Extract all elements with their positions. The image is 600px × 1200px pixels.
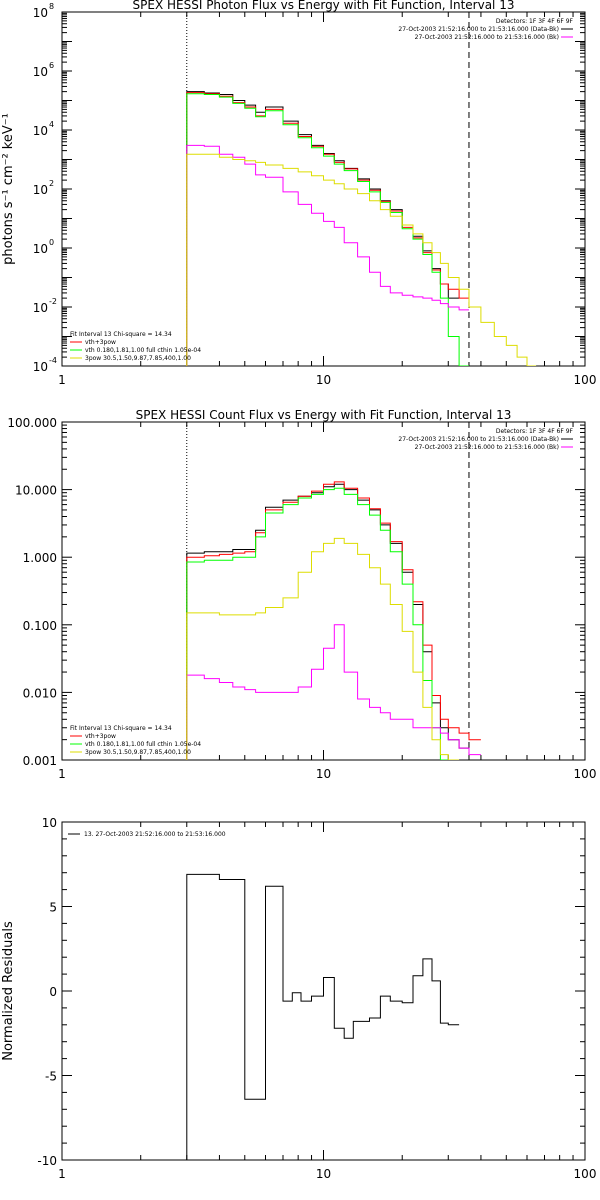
y-tick-label: 10 — [33, 6, 48, 20]
x-tick-label: 1 — [58, 1167, 66, 1181]
y-tick-label: 100.000 — [7, 416, 57, 430]
legend-data-interval: 27-Oct-2003 21:52:16.000 to 21:53:16.000… — [398, 26, 559, 33]
plot-frame — [61, 421, 586, 761]
y-tick-exponent: -2 — [49, 297, 57, 306]
series-line-1 — [186, 483, 481, 760]
legend-item-2: vth 0.180,1.81,1.00 full cthin 1.05e-04 — [85, 741, 201, 748]
y-tick-label: 5 — [49, 901, 57, 915]
legend-item-2: vth 0.180,1.81,1.00 full cthin 1.05e-04 — [85, 347, 201, 354]
legend-item-1: vth+3pow — [85, 733, 116, 740]
x-tick-label: 1 — [58, 373, 66, 387]
legend-fit-header: Fit Interval 13 Chi-square = 14.34 — [70, 331, 172, 338]
legend-detectors: Detectors: 1F 3F 4F 6F 9F — [496, 428, 574, 435]
y-tick-label: -5 — [45, 1070, 57, 1084]
y-tick-label: 10 — [33, 360, 48, 374]
y-tick-label: 0 — [49, 985, 57, 999]
y-tick-exponent: -4 — [49, 356, 57, 365]
x-tick-label: 100 — [574, 767, 597, 781]
series-line-5 — [186, 537, 460, 760]
chart-panel-2: SPEX HESSI Count Flux vs Energy with Fit… — [7, 408, 596, 781]
y-tick-label: 10 — [33, 301, 48, 315]
y-tick-exponent: 2 — [49, 179, 54, 188]
chart-panel-3: 1 10 100 -10 -5 0 5 10 Normalized Residuals 13. 2… — [1, 816, 596, 1181]
legend-fit-header: Fit Interval 13 Chi-square = 14.34 — [70, 725, 172, 732]
series-line-5 — [186, 153, 537, 366]
chart-panel-1: SPEX HESSI Photon Flux vs Energy with Fi… — [1, 0, 596, 387]
y-tick-label: 0.001 — [23, 754, 57, 768]
chart-title: SPEX HESSI Count Flux vs Energy with Fit… — [136, 408, 512, 422]
series-line-3 — [186, 93, 469, 366]
series-line-2 — [186, 92, 469, 366]
y-tick-label: 0.100 — [23, 619, 57, 633]
y-tick-exponent: 4 — [49, 120, 54, 129]
y-tick-exponent: 0 — [49, 238, 54, 247]
y-tick-label: 10.000 — [15, 484, 57, 498]
series-line-3 — [186, 487, 449, 760]
series-line-4 — [186, 144, 469, 366]
legend-item-1: vth+3pow — [85, 339, 116, 346]
legend-item-3: 3pow 30.5,1.50,9.87,7.85,400,1.00 — [85, 749, 191, 756]
y-tick-label: 10 — [33, 242, 48, 256]
y-tick-exponent: 6 — [49, 61, 54, 70]
legend-detectors: Detectors: 1F 3F 4F 6F 9F — [496, 18, 574, 25]
y-tick-label: 1.000 — [23, 551, 57, 565]
plot-frame — [61, 11, 586, 367]
chart-title: SPEX HESSI Photon Flux vs Energy with Fi… — [133, 0, 515, 12]
x-tick-label: 100 — [574, 373, 597, 387]
y-tick-label: 10 — [33, 124, 48, 138]
y-tick-label: -10 — [37, 1154, 57, 1168]
y-tick-label: 10 — [33, 183, 48, 197]
x-tick-label: 10 — [316, 1167, 331, 1181]
y-axis-label: photons s⁻¹ cm⁻² keV⁻¹ — [1, 113, 16, 265]
y-tick-label: 10 — [42, 816, 57, 830]
legend-bk-interval: 27-Oct-2003 21:52:16.000 to 21:53:16.000… — [415, 34, 559, 41]
y-tick-label: 10 — [33, 65, 48, 79]
x-tick-label: 100 — [574, 1167, 597, 1181]
y-tick-exponent: 8 — [49, 2, 54, 11]
x-tick-label: 1 — [58, 767, 66, 781]
series-line-1 — [186, 873, 460, 1160]
x-tick-label: 10 — [316, 767, 331, 781]
legend-item-3: 3pow 30.5,1.50,9.87,7.85,400,1.00 — [85, 355, 191, 362]
y-axis-label: Normalized Residuals — [1, 921, 16, 1061]
y-tick-label: 0.010 — [23, 686, 57, 700]
series-line-1 — [186, 91, 460, 366]
legend-bk-interval: 27-Oct-2003 21:52:16.000 to 21:53:16.000… — [415, 444, 559, 451]
series-line-4 — [186, 624, 481, 760]
series-line-2 — [186, 481, 481, 760]
legend-data-interval: 27-Oct-2003 21:52:16.000 to 21:53:16.000… — [398, 436, 559, 443]
legend-item: 13. 27-Oct-2003 21:52:16.000 to 21:53:16… — [84, 831, 226, 838]
x-tick-label: 10 — [316, 373, 331, 387]
